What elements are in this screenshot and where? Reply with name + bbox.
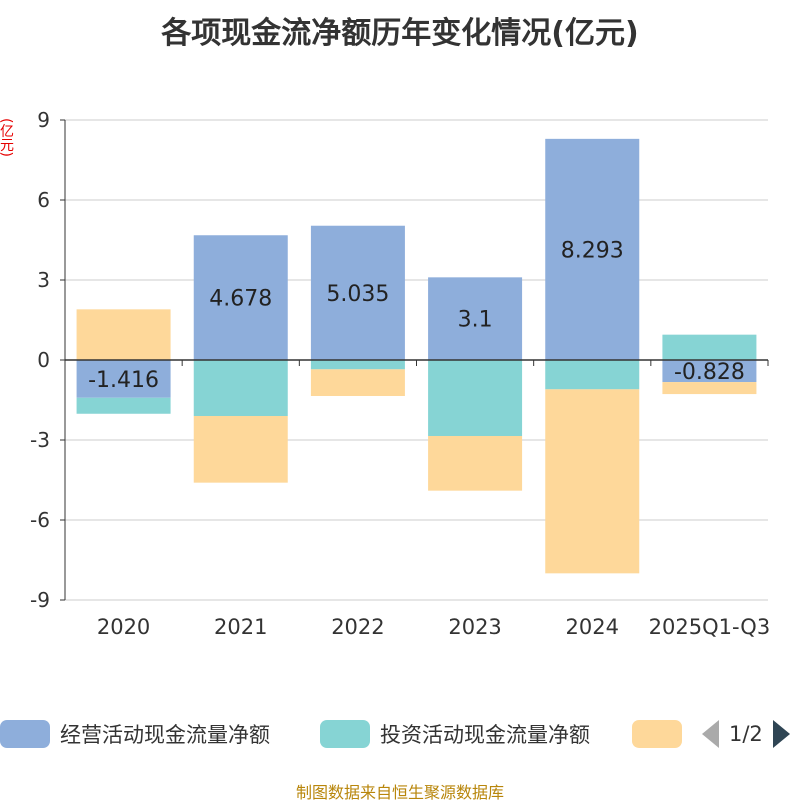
legend-swatch-investing (320, 720, 370, 748)
bar-operating-2022 (310, 225, 405, 360)
legend-item-operating[interactable]: 经营活动现金流量净额 (0, 716, 270, 752)
bar-financing-2022 (310, 369, 405, 396)
legend-swatch-operating (0, 720, 50, 748)
legend-page-indicator: 1/2 (729, 722, 763, 746)
bar-financing-2024 (545, 389, 640, 574)
y-tick-label: 0 (37, 348, 50, 372)
bar-operating-2025Q1-Q3 (662, 360, 757, 383)
legend-prev-page-icon[interactable] (702, 720, 719, 748)
data-label-operating: -0.828 (674, 360, 745, 385)
legend-label-investing: 投资活动现金流量净额 (380, 723, 590, 747)
bar-investing-2023 (428, 360, 523, 436)
y-tick-label: 6 (37, 188, 50, 212)
y-tick-label: -9 (30, 588, 50, 612)
legend-item-investing[interactable]: 投资活动现金流量净额 (320, 716, 590, 752)
x-tick-label: 2024 (566, 615, 619, 639)
y-tick-label: -3 (30, 428, 50, 452)
chart-title: 各项现金流净额历年变化情况(亿元) (161, 16, 639, 51)
legend-next-page-icon[interactable] (772, 720, 790, 748)
legend-label-operating: 经营活动现金流量净额 (60, 723, 270, 747)
data-label-operating: 8.293 (561, 238, 624, 263)
x-tick-label: 2025Q1-Q3 (649, 615, 771, 639)
y-axis-unit-label: (亿元) (0, 118, 14, 157)
bar-investing-2022 (310, 360, 405, 370)
y-tick-label: 9 (37, 108, 50, 132)
legend-swatch-financing (632, 720, 682, 748)
y-tick-label: 3 (37, 268, 50, 292)
x-tick-label: 2020 (97, 615, 150, 639)
legend-item-financing[interactable] (632, 716, 692, 752)
x-tick-label: 2023 (448, 615, 501, 639)
bar-investing-2021 (193, 360, 288, 416)
bar-operating-2020 (76, 360, 171, 398)
legend-pager: 1/2 (702, 716, 790, 752)
data-label-operating: 4.678 (209, 287, 272, 312)
data-label-operating: 5.035 (326, 282, 389, 307)
bar-financing-2020 (76, 309, 171, 360)
x-tick-label: 2021 (214, 615, 267, 639)
data-label-operating: -1.416 (88, 368, 159, 393)
data-source-note: 制图数据来自恒生聚源数据库 (295, 783, 504, 802)
bar-investing-2020 (76, 397, 171, 414)
bar-financing-2023 (428, 436, 523, 491)
x-tick-label: 2022 (331, 615, 384, 639)
bar-operating-2023 (428, 277, 523, 360)
data-label-operating: 3.1 (458, 308, 493, 333)
bar-investing-2024 (545, 360, 640, 390)
bar-financing-2021 (193, 416, 288, 483)
bar-financing-2025Q1-Q3 (662, 382, 757, 395)
bar-operating-2024 (545, 138, 640, 360)
stacked-bar-chart: -9 -6 -3 0 3 6 9 -1.416 4.678 5.035 3.1 8.293 -0.828… (30, 108, 771, 639)
bar-investing-2025Q1-Q3 (662, 334, 757, 360)
legend: 经营活动现金流量净额 投资活动现金流量净额 1/2 (0, 716, 800, 752)
bar-operating-2021 (193, 235, 288, 360)
y-tick-label: -6 (30, 508, 50, 532)
